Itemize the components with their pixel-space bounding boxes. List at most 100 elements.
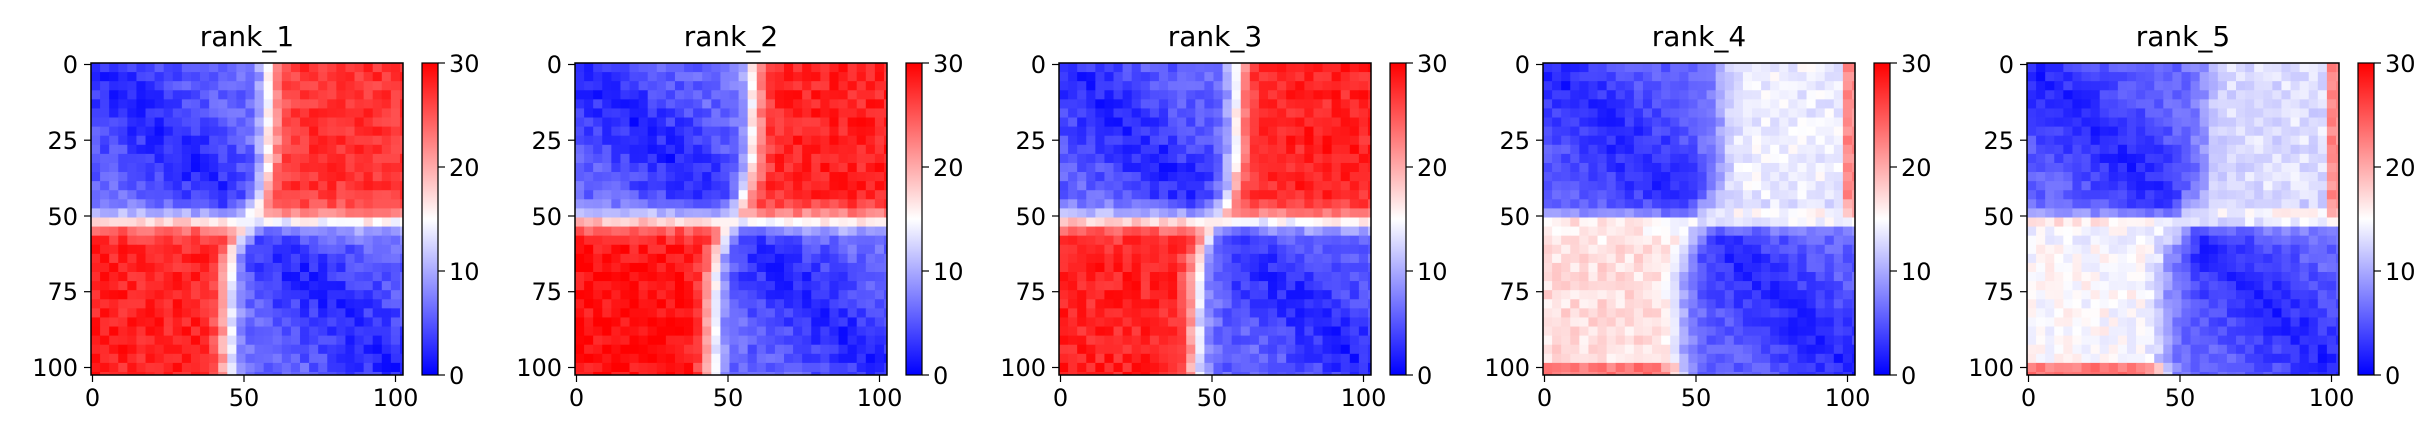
heatmap-cell bbox=[1615, 172, 1626, 182]
heatmap-cell bbox=[263, 153, 274, 164]
heatmap-cell bbox=[1833, 326, 1844, 337]
heatmap-cell bbox=[1842, 81, 1853, 91]
heatmap-cell bbox=[1697, 63, 1707, 73]
heatmap-cell bbox=[1543, 90, 1553, 100]
heatmap-cell bbox=[856, 308, 867, 318]
heatmap-cell bbox=[1615, 326, 1626, 337]
heatmap-cell bbox=[1168, 217, 1178, 227]
heatmap-cell bbox=[1561, 308, 1571, 318]
heatmap-cell bbox=[109, 153, 119, 164]
heatmap-cell bbox=[1597, 181, 1608, 191]
heatmap-cell bbox=[1552, 172, 1562, 182]
heatmap-cell bbox=[1104, 371, 1114, 376]
heatmap-cell bbox=[1313, 81, 1323, 91]
heatmap-cell bbox=[1742, 199, 1753, 209]
heatmap-cell bbox=[765, 181, 776, 191]
heatmap-cell bbox=[109, 162, 119, 173]
heatmap-cell bbox=[145, 199, 156, 209]
heatmap-cell bbox=[1779, 181, 1789, 191]
heatmap-cell bbox=[1633, 108, 1644, 118]
heatmap-cell bbox=[1059, 153, 1069, 164]
heatmap-cell bbox=[118, 126, 128, 137]
heatmap-cell bbox=[711, 162, 721, 173]
heatmap-cell bbox=[847, 317, 858, 327]
heatmap-frame bbox=[1058, 62, 1372, 376]
heatmap-cell bbox=[1059, 235, 1069, 246]
heatmap-cell bbox=[1340, 371, 1351, 376]
heatmap-cell bbox=[838, 235, 849, 246]
heatmap-cell bbox=[1059, 199, 1069, 209]
heatmap-cell bbox=[1186, 235, 1196, 246]
heatmap-cell bbox=[1186, 72, 1196, 82]
heatmap-cell bbox=[181, 244, 192, 255]
heatmap-cell bbox=[1806, 208, 1817, 218]
heatmap-cell bbox=[1688, 335, 1698, 346]
heatmap-cell bbox=[1095, 353, 1105, 364]
heatmap-cell bbox=[729, 272, 739, 282]
heatmap-cell bbox=[1358, 90, 1369, 100]
heatmap-cell bbox=[1579, 208, 1589, 218]
heatmap-cell bbox=[1833, 153, 1844, 164]
heatmap-cell bbox=[190, 153, 201, 164]
heatmap-cell bbox=[720, 126, 730, 137]
heatmap-cell bbox=[399, 226, 404, 237]
heatmap-cell bbox=[1770, 135, 1780, 146]
heatmap-cell bbox=[1304, 272, 1314, 282]
heatmap-cell bbox=[1104, 199, 1114, 209]
heatmap-cell bbox=[1095, 235, 1105, 246]
heatmap-cell bbox=[1140, 153, 1151, 164]
heatmap-cell bbox=[1104, 153, 1114, 164]
heatmap-cell bbox=[874, 153, 885, 164]
heatmap-cell bbox=[1597, 208, 1608, 218]
heatmap-cell bbox=[318, 117, 328, 128]
heatmap-cell bbox=[109, 144, 119, 155]
heatmap-cell bbox=[245, 262, 255, 273]
heatmap-cell bbox=[200, 181, 210, 191]
heatmap-cell bbox=[127, 63, 137, 73]
heatmap-cell bbox=[674, 217, 685, 227]
heatmap-cell bbox=[336, 308, 346, 318]
heatmap-cell bbox=[1815, 135, 1826, 146]
heatmap-cell bbox=[1797, 299, 1807, 309]
heatmap-cell bbox=[1615, 153, 1626, 164]
heatmap-cell bbox=[1322, 153, 1333, 164]
heatmap-cell bbox=[1158, 272, 1169, 282]
heatmap-cell bbox=[1204, 326, 1214, 337]
heatmap-cell bbox=[227, 126, 237, 137]
heatmap-cell bbox=[720, 308, 730, 318]
heatmap-cell bbox=[136, 190, 146, 200]
heatmap-cell bbox=[1059, 90, 1069, 100]
heatmap-cell bbox=[729, 181, 739, 191]
heatmap-cell bbox=[190, 353, 201, 364]
heatmap-cell bbox=[1213, 244, 1223, 255]
heatmap-cell bbox=[1186, 199, 1196, 209]
heatmap-cell bbox=[1131, 172, 1142, 182]
heatmap-cell bbox=[874, 181, 885, 191]
heatmap-cell bbox=[1349, 226, 1360, 237]
heatmap-cell bbox=[756, 108, 767, 118]
heatmap-cell bbox=[263, 335, 274, 346]
heatmap-cell bbox=[1588, 72, 1598, 82]
heatmap-cell bbox=[209, 226, 219, 237]
heatmap-cell bbox=[1149, 208, 1160, 218]
heatmap-cell bbox=[1095, 362, 1105, 373]
heatmap-cell bbox=[584, 290, 594, 300]
heatmap-cell bbox=[1240, 126, 1251, 137]
heatmap-cell bbox=[1322, 272, 1333, 282]
heatmap-cell bbox=[1313, 253, 1323, 264]
heatmap-cell bbox=[811, 281, 821, 291]
heatmap-cell bbox=[1131, 317, 1142, 327]
heatmap-cell bbox=[91, 217, 101, 227]
heatmap-cell bbox=[684, 126, 694, 137]
heatmap-cell bbox=[1615, 126, 1626, 137]
heatmap-cell bbox=[1358, 262, 1369, 273]
heatmap-cell bbox=[847, 108, 858, 118]
heatmap-cell bbox=[1195, 253, 1205, 264]
heatmap-cell bbox=[747, 262, 758, 273]
heatmap-cell bbox=[1304, 199, 1314, 209]
heatmap-cell bbox=[190, 226, 201, 237]
heatmap-cell bbox=[336, 326, 346, 337]
heatmap-cell bbox=[1779, 299, 1789, 309]
heatmap-cell bbox=[227, 235, 237, 246]
heatmap-cell bbox=[647, 272, 658, 282]
